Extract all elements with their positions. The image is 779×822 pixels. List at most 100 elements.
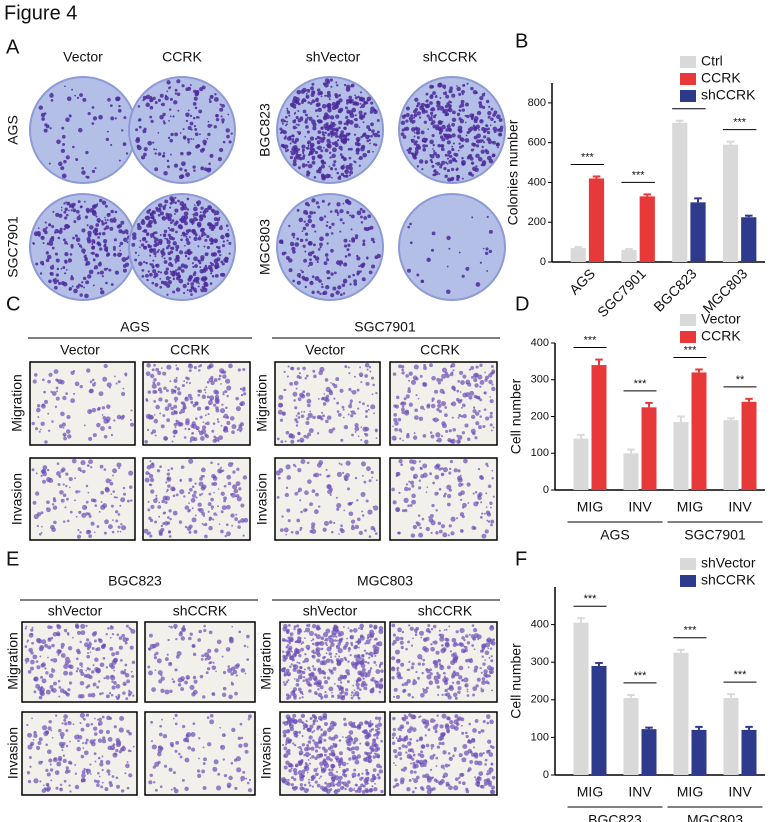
cell [430, 627, 434, 631]
cell [351, 775, 355, 779]
colony [316, 140, 321, 145]
colony [349, 170, 354, 175]
colony [186, 282, 190, 285]
cell [283, 746, 288, 751]
column-label: shVector [303, 603, 358, 619]
cell [94, 504, 98, 507]
colony [343, 83, 347, 87]
cell [473, 668, 478, 673]
cell [97, 738, 103, 743]
colony [432, 124, 437, 129]
cell [350, 519, 356, 524]
cell [303, 765, 308, 770]
colony [124, 229, 129, 234]
cell [108, 692, 112, 695]
cell [24, 645, 28, 648]
colony [103, 244, 107, 248]
cell [394, 754, 398, 759]
cell [301, 721, 304, 724]
cell [302, 390, 306, 394]
cell [190, 732, 196, 738]
cell [86, 368, 91, 373]
cell [96, 779, 100, 784]
colony [77, 243, 80, 246]
cell [438, 629, 441, 632]
colony [323, 215, 327, 218]
cell [235, 481, 241, 487]
cell [69, 510, 73, 514]
colony [184, 251, 188, 255]
cell [151, 462, 155, 466]
cell [348, 501, 353, 506]
cell [46, 749, 52, 755]
cell [306, 771, 309, 774]
colony [174, 196, 177, 199]
cell [441, 644, 444, 647]
cell [324, 639, 326, 642]
cell [85, 713, 90, 717]
colony [56, 139, 61, 145]
cell [118, 636, 123, 640]
cell [391, 656, 396, 661]
cell [110, 493, 113, 495]
cell [474, 719, 479, 723]
cell [77, 739, 80, 743]
colony [64, 259, 67, 263]
colony [330, 232, 334, 235]
cell [96, 685, 100, 689]
cell [51, 667, 54, 670]
cell [351, 433, 354, 437]
cell [105, 675, 110, 680]
cell [478, 409, 481, 413]
colony [369, 225, 374, 230]
colony [362, 242, 366, 247]
colony [206, 234, 210, 239]
cell [369, 651, 374, 656]
colony [92, 258, 96, 262]
cell [430, 747, 433, 750]
cell [456, 439, 461, 444]
cell [407, 389, 411, 394]
colony [76, 285, 80, 289]
colony [296, 130, 299, 133]
cell [425, 686, 429, 690]
cell [61, 749, 64, 752]
cell [424, 734, 427, 737]
cell [351, 390, 357, 395]
column-label: shVector [306, 49, 361, 65]
colony [292, 279, 296, 283]
cell [44, 399, 49, 404]
cell [222, 416, 225, 418]
cell [444, 492, 447, 496]
colony [473, 119, 478, 124]
group-label: MGC803 [357, 573, 413, 589]
colony [181, 84, 185, 88]
colony [457, 134, 462, 139]
cell [131, 660, 136, 665]
cell [111, 659, 117, 666]
cell [326, 484, 332, 490]
cell [125, 763, 130, 769]
colony [454, 153, 459, 157]
colony [491, 141, 494, 144]
cell [217, 772, 221, 776]
cell [337, 779, 342, 784]
cell [318, 695, 320, 697]
cell [358, 530, 363, 536]
cell [194, 417, 198, 420]
colony [339, 107, 344, 112]
cell [367, 776, 370, 779]
cell [340, 463, 343, 466]
colony [308, 153, 311, 156]
colony [163, 257, 166, 260]
cell [199, 674, 204, 679]
colony [32, 241, 35, 245]
cell [225, 406, 228, 410]
cell [85, 529, 91, 535]
cell [291, 650, 294, 653]
colony [326, 128, 330, 132]
colony [482, 105, 486, 110]
cell [320, 766, 322, 768]
colony [77, 200, 81, 204]
cell [116, 462, 122, 468]
